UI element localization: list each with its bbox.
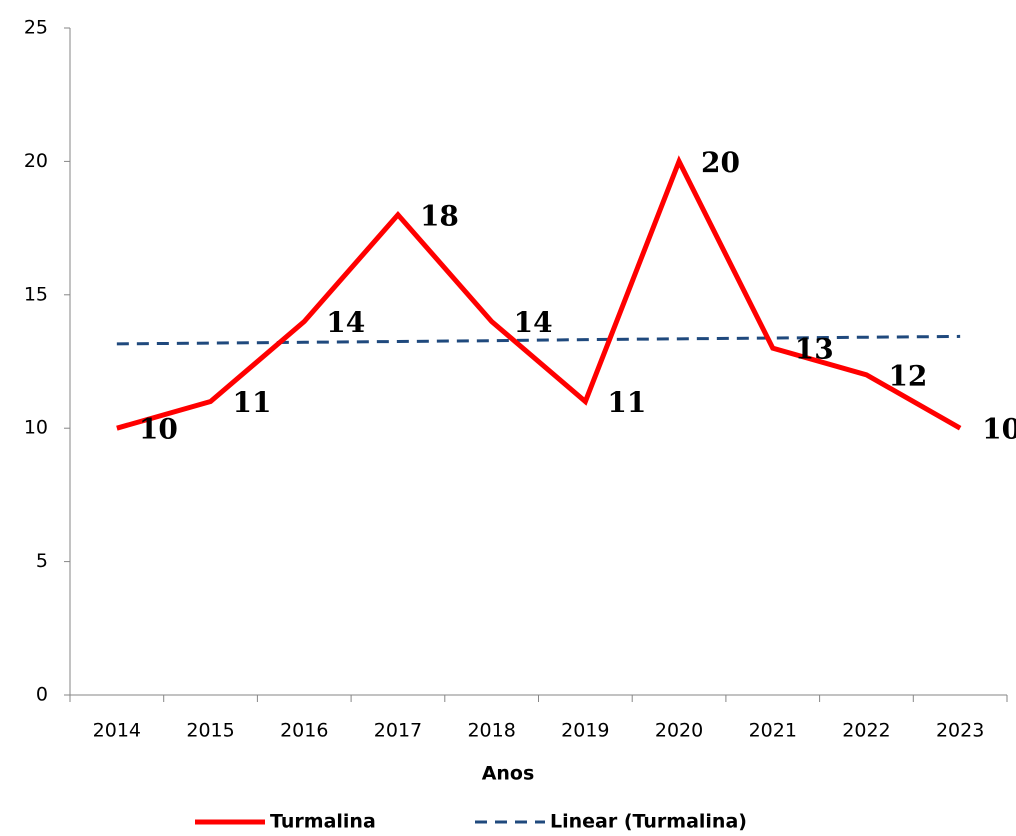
x-tick-label: 2016: [280, 720, 328, 742]
data-label: 18: [420, 199, 459, 232]
x-tick-label: 2018: [467, 720, 515, 742]
x-tick-label: 2023: [936, 720, 984, 742]
x-tick-label: 2015: [186, 720, 234, 742]
y-tick-label: 20: [24, 150, 48, 172]
legend-label: Turmalina: [270, 811, 376, 833]
trend-line: [116, 334, 961, 346]
data-label: 11: [607, 386, 646, 419]
data-label: 10: [982, 413, 1016, 446]
y-tick-label: 10: [24, 417, 48, 439]
series-line: [116, 155, 962, 431]
data-label: 11: [233, 386, 272, 419]
y-tick-label: 15: [24, 283, 48, 305]
legend-label: Linear (Turmalina): [550, 811, 747, 833]
x-tick-label: 2017: [374, 720, 422, 742]
data-label: 10: [139, 413, 178, 446]
x-tick-label: 2020: [655, 720, 703, 742]
x-tick-label: 2021: [749, 720, 797, 742]
data-label: 12: [888, 359, 927, 392]
data-label: 20: [701, 146, 740, 179]
y-tick-label: 25: [24, 17, 48, 39]
x-axis-title: Anos: [482, 763, 535, 785]
x-tick-label: 2014: [93, 720, 141, 742]
x-tick-label: 2022: [842, 720, 890, 742]
data-label: 14: [514, 306, 553, 339]
y-tick-label: 0: [36, 684, 48, 706]
y-tick-label: 5: [36, 550, 48, 572]
x-tick-label: 2019: [561, 720, 609, 742]
data-label: 14: [326, 306, 365, 339]
data-label: 13: [795, 333, 834, 366]
